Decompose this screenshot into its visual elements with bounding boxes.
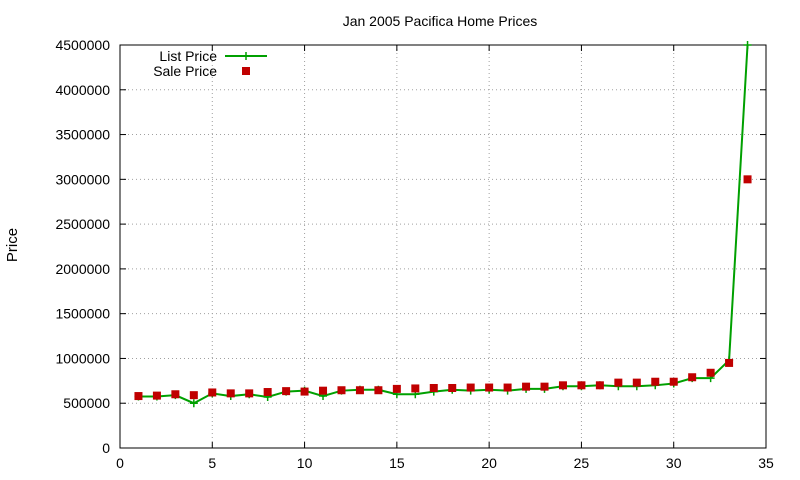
data-point-square	[319, 386, 328, 395]
legend-square-marker	[242, 67, 250, 75]
data-point-square	[669, 377, 678, 386]
data-point-square	[208, 388, 217, 397]
data-point-square	[485, 383, 494, 392]
x-tick-label: 10	[297, 455, 313, 471]
plot-frame	[119, 44, 767, 449]
y-tick-label: 1000000	[55, 350, 110, 366]
x-tick-label: 5	[208, 455, 216, 471]
data-point-square	[466, 383, 475, 392]
data-point-square	[558, 381, 567, 390]
x-tick-label: 0	[116, 455, 124, 471]
data-point-square	[595, 381, 604, 390]
data-point-square	[282, 387, 291, 396]
data-point-square	[263, 388, 272, 397]
data-point-square	[743, 175, 752, 184]
data-point-square	[503, 383, 512, 392]
data-point-square	[374, 386, 383, 395]
data-point-square	[614, 378, 623, 387]
legend-plus-marker	[242, 52, 250, 60]
x-tick-label: 35	[758, 455, 774, 471]
x-tick-label: 15	[389, 455, 405, 471]
y-tick-label: 2000000	[55, 261, 110, 277]
legend-label: List Price	[159, 48, 217, 64]
data-point-square	[725, 358, 734, 367]
y-tick-label: 4500000	[55, 37, 110, 53]
data-point-square	[392, 384, 401, 393]
data-point-square	[300, 387, 309, 396]
data-point-square	[245, 389, 254, 398]
y-tick-label: 0	[102, 440, 110, 456]
data-point-square	[632, 378, 641, 387]
data-point-square	[152, 391, 161, 400]
data-point-square	[688, 373, 697, 382]
data-point-square	[651, 377, 660, 386]
y-tick-label: 2500000	[55, 216, 110, 232]
data-point-square	[171, 390, 180, 399]
data-point-square	[577, 381, 586, 390]
y-tick-label: 3000000	[55, 171, 110, 187]
grid	[120, 45, 766, 448]
data-point-square	[134, 392, 143, 401]
y-tick-label: 4000000	[55, 82, 110, 98]
x-tick-label: 30	[666, 455, 682, 471]
legend-label: Sale Price	[153, 63, 217, 79]
data-point-square	[355, 386, 364, 395]
data-point-square	[411, 384, 420, 393]
y-tick-label: 3500000	[55, 127, 110, 143]
chart-title: Jan 2005 Pacifica Home Prices	[343, 13, 538, 29]
data-point-square	[337, 386, 346, 395]
data-point-plus	[743, 41, 752, 49]
y-tick-label: 1500000	[55, 306, 110, 322]
series-list-price	[134, 41, 752, 408]
data-point-square	[448, 383, 457, 392]
x-tick-label: 20	[481, 455, 497, 471]
data-point-square	[706, 368, 715, 377]
series-line	[138, 44, 749, 405]
series-sale-price	[134, 175, 752, 401]
data-point-square	[540, 382, 549, 391]
x-tick-label: 25	[574, 455, 590, 471]
axis-ticks: 0 5 10 15 20 25 30 35 0 500000 1000000 1500000 20000…	[55, 37, 774, 471]
data-point-plus	[189, 399, 198, 408]
y-tick-label: 500000	[63, 395, 110, 411]
data-point-square	[226, 389, 235, 398]
data-point-square	[429, 383, 438, 392]
data-point-square	[189, 391, 198, 400]
y-axis-label: Price	[4, 228, 21, 262]
data-point-square	[522, 382, 531, 391]
series-layer	[134, 41, 752, 408]
